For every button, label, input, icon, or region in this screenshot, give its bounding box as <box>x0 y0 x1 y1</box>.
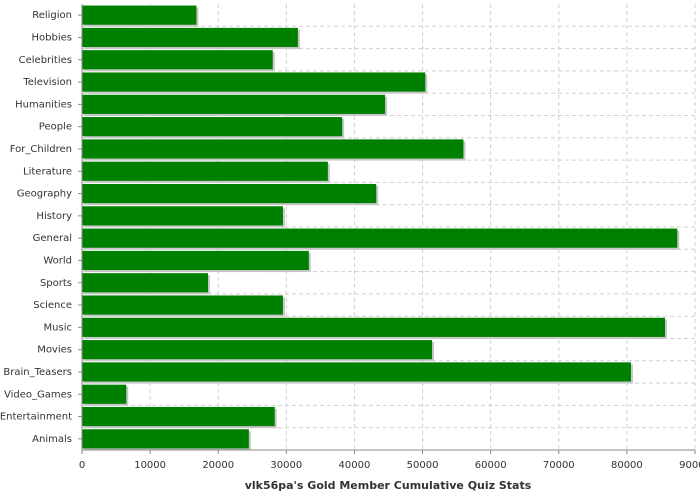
x-tick-label: 20000 <box>202 460 234 471</box>
x-tick-label: 90000 <box>679 460 700 471</box>
bar <box>82 340 433 360</box>
y-tick-label: People <box>39 122 72 133</box>
x-tick-label: 40000 <box>339 460 371 471</box>
x-tick-label: 50000 <box>407 460 439 471</box>
bar <box>82 384 127 404</box>
x-tick-label: 60000 <box>475 460 507 471</box>
y-tick-label: Humanities <box>15 99 72 110</box>
bars <box>82 5 680 451</box>
y-tick-label: Animals <box>32 434 72 445</box>
bar <box>82 362 631 382</box>
bar <box>82 206 283 226</box>
y-tick-label: Television <box>22 77 72 88</box>
x-tick-label: 30000 <box>270 460 302 471</box>
y-tick-label: Sports <box>40 278 72 289</box>
bar <box>82 27 298 48</box>
bar <box>82 5 197 25</box>
bar <box>82 429 249 449</box>
x-axis-label: vlk56pa's Gold Member Cumulative Quiz St… <box>245 479 532 492</box>
x-tick-label: 70000 <box>543 460 575 471</box>
bar <box>82 117 343 137</box>
bar <box>82 273 209 293</box>
bar <box>82 72 426 92</box>
y-tick-label: Movies <box>37 345 72 356</box>
bar <box>82 317 666 337</box>
x-tick-label: 10000 <box>134 460 166 471</box>
bar <box>82 250 309 271</box>
y-tick-label: Science <box>33 300 72 311</box>
y-tick-label: Brain_Teasers <box>3 367 72 378</box>
bar <box>82 406 275 427</box>
bar <box>82 94 386 114</box>
y-tick-label: Music <box>44 322 72 333</box>
y-tick-label: History <box>36 211 72 222</box>
bar <box>82 139 464 159</box>
y-tick-label: Religion <box>32 10 72 21</box>
bar <box>82 161 328 181</box>
bar <box>82 228 678 248</box>
bar <box>82 50 273 70</box>
y-tick-label: Celebrities <box>19 55 72 66</box>
y-tick-label: Video_Games <box>4 389 72 400</box>
y-tick-label: General <box>33 233 72 244</box>
y-tick-label: World <box>43 255 72 266</box>
bar <box>82 183 377 204</box>
x-tick-label: 80000 <box>611 460 643 471</box>
y-tick-label: For_Children <box>10 144 72 155</box>
bar <box>82 295 283 315</box>
y-tick-label: Hobbies <box>32 32 72 43</box>
y-tick-label: Entertainment <box>0 412 72 423</box>
y-tick-label: Geography <box>17 189 72 200</box>
x-tick-label: 0 <box>79 460 85 471</box>
y-tick-label: Literature <box>23 166 72 177</box>
